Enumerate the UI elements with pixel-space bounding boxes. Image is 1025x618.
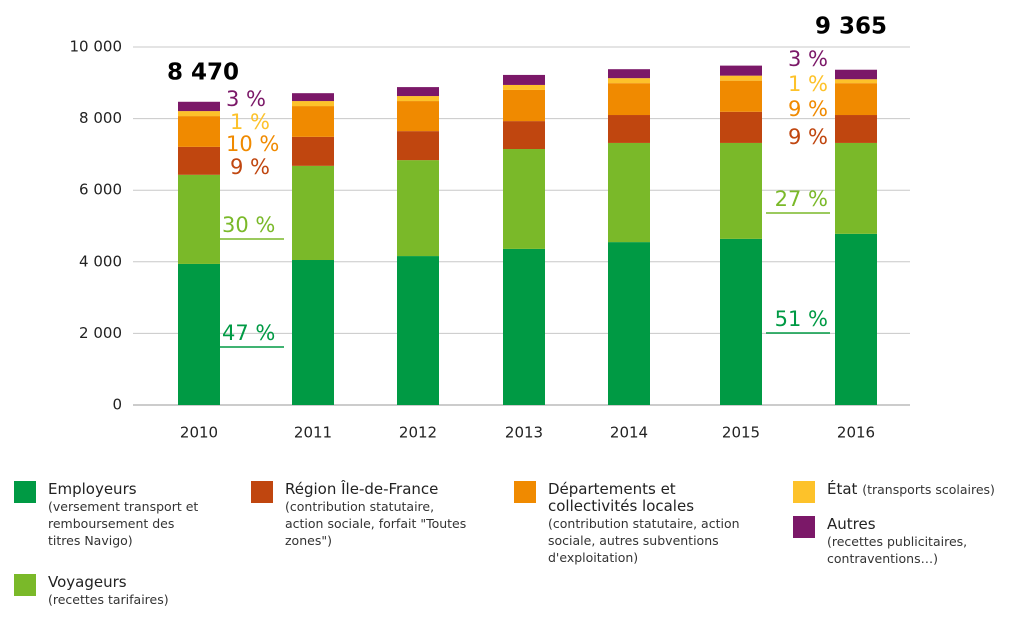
bar-segment bbox=[292, 136, 334, 166]
bar-segment bbox=[292, 260, 334, 405]
legend-note: (contribution statutaire, action sociale… bbox=[548, 516, 740, 565]
bar-segment bbox=[720, 142, 762, 239]
share-label: 3 % bbox=[226, 87, 266, 111]
legend-note: (versement transport et remboursement de… bbox=[48, 499, 199, 548]
bar-segment bbox=[720, 65, 762, 76]
bar-segment bbox=[292, 101, 334, 107]
y-tick-label: 10 000 bbox=[70, 38, 123, 56]
legend-swatch bbox=[251, 481, 273, 503]
x-tick-label: 2012 bbox=[399, 424, 437, 442]
legend-label: Région Île-de-France bbox=[285, 480, 439, 498]
share-label: 9 % bbox=[230, 155, 270, 179]
legend-label: Employeurs bbox=[48, 480, 137, 498]
bar-segment bbox=[397, 101, 439, 132]
share-label: 3 % bbox=[788, 47, 828, 71]
bar-segment bbox=[503, 248, 545, 405]
y-tick-label: 6 000 bbox=[79, 181, 122, 199]
chart: 0 2 000 4 000 6 000 8 000 10 000 2010 2011 2012 2… bbox=[70, 14, 910, 442]
bar-segment bbox=[608, 78, 650, 84]
share-label: 9 % bbox=[788, 97, 828, 121]
y-tick-label: 8 000 bbox=[79, 109, 122, 127]
legend-swatch bbox=[514, 481, 536, 503]
bar-segment bbox=[608, 115, 650, 143]
bar-segment bbox=[178, 263, 220, 405]
bar-segment bbox=[292, 165, 334, 261]
legend-swatch bbox=[14, 574, 36, 596]
bar-segment bbox=[608, 69, 650, 79]
share-label: 47 % bbox=[222, 321, 275, 345]
bar-segment bbox=[720, 75, 762, 81]
bar-segment bbox=[720, 80, 762, 112]
x-tick-label: 2015 bbox=[722, 424, 760, 442]
y-tick-label: 0 bbox=[112, 396, 122, 414]
bar-segment bbox=[178, 111, 220, 117]
x-tick-label: 2011 bbox=[294, 424, 332, 442]
legend-note: (contribution statutaire, action sociale… bbox=[285, 499, 467, 548]
legend-label: État bbox=[827, 480, 858, 498]
legend-swatch bbox=[14, 481, 36, 503]
share-label: 27 % bbox=[775, 187, 828, 211]
legend-swatch bbox=[793, 516, 815, 538]
legend-item: Autres (recettes publicitaires, contraven… bbox=[793, 515, 997, 567]
legend-item: Région Île-de-France (contribution statut… bbox=[251, 480, 475, 549]
y-tick-label: 4 000 bbox=[79, 252, 122, 270]
bar-segment bbox=[397, 160, 439, 257]
legend-item: Départements et collectivités locales (co… bbox=[514, 480, 753, 566]
bar-segment bbox=[835, 69, 877, 80]
bar-segment bbox=[835, 79, 877, 84]
bar-segment bbox=[503, 84, 545, 90]
bar-segment bbox=[178, 146, 220, 175]
bar-segment bbox=[503, 74, 545, 85]
bar-segment bbox=[835, 83, 877, 116]
bar-segment bbox=[397, 87, 439, 97]
bar-segment bbox=[292, 93, 334, 102]
legend-item: Voyageurs (recettes tarifaires) bbox=[14, 573, 208, 608]
bar-segment bbox=[397, 96, 439, 102]
share-label: 10 % bbox=[226, 132, 279, 156]
legend-item: Employeurs (versement transport et rembou… bbox=[14, 480, 208, 549]
bar-segment bbox=[292, 106, 334, 137]
legend-label: Départements et collectivités locales bbox=[548, 480, 695, 515]
legend-note: (transports scolaires) bbox=[862, 482, 995, 497]
legend-note: (recettes publicitaires, contraventions…… bbox=[827, 534, 968, 566]
bar-segment bbox=[608, 142, 650, 243]
bar-segment bbox=[503, 121, 545, 150]
bar-segment bbox=[608, 242, 650, 405]
bar-segment bbox=[720, 111, 762, 143]
share-label: 1 % bbox=[788, 72, 828, 96]
legend-note: (recettes tarifaires) bbox=[48, 592, 169, 607]
share-label: 9 % bbox=[788, 125, 828, 149]
x-tick-label: 2013 bbox=[505, 424, 543, 442]
bar-segment bbox=[720, 238, 762, 405]
legend-item: État (transports scolaires) bbox=[793, 480, 1025, 503]
legend-swatch bbox=[793, 481, 815, 503]
bar-segment bbox=[178, 116, 220, 147]
legend-label: Autres bbox=[827, 515, 876, 533]
x-tick-label: 2014 bbox=[610, 424, 648, 442]
x-tick-label: 2010 bbox=[180, 424, 218, 442]
bar-segment bbox=[178, 174, 220, 264]
bar-segment bbox=[835, 142, 877, 234]
legend-label: Voyageurs bbox=[48, 573, 127, 591]
share-label: 30 % bbox=[222, 213, 275, 237]
share-label: 51 % bbox=[775, 307, 828, 331]
y-tick-label: 2 000 bbox=[79, 324, 122, 342]
bar-segment bbox=[503, 149, 545, 249]
bar-segment bbox=[178, 101, 220, 112]
bar-segment bbox=[397, 131, 439, 161]
bar-segment bbox=[835, 233, 877, 405]
x-tick-label: 2016 bbox=[837, 424, 875, 442]
bar-segment bbox=[397, 256, 439, 405]
bar-segment bbox=[835, 115, 877, 143]
bar-segment bbox=[608, 83, 650, 116]
total-label: 8 470 bbox=[167, 60, 239, 86]
share-label: 1 % bbox=[230, 110, 270, 134]
total-label: 9 365 bbox=[815, 14, 887, 40]
bar-segment bbox=[503, 89, 545, 122]
